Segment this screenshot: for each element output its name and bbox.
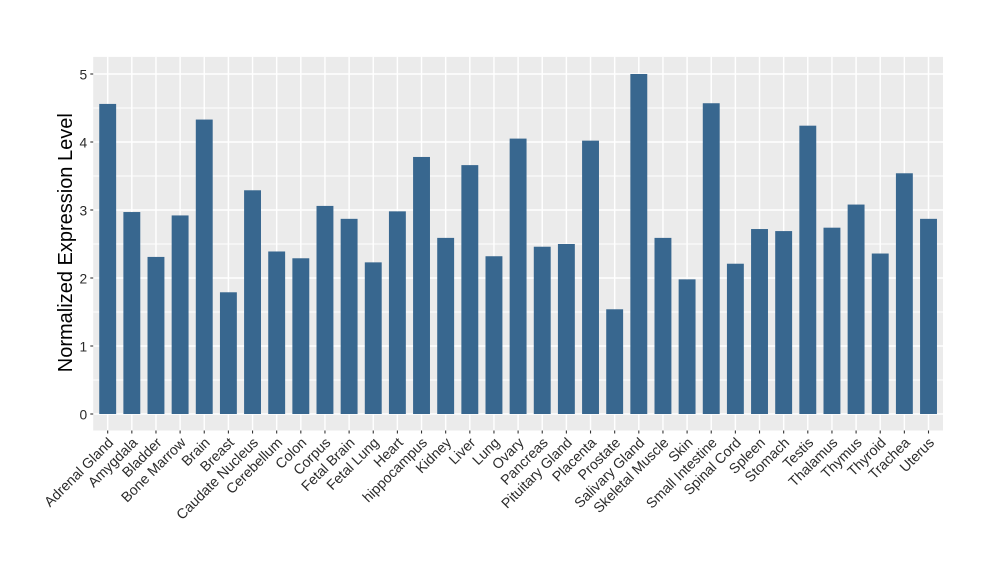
svg-text:3: 3 bbox=[80, 204, 88, 219]
svg-text:4: 4 bbox=[80, 136, 88, 151]
svg-text:5: 5 bbox=[80, 68, 88, 83]
svg-text:Normalized Expression Level: Normalized Expression Level bbox=[55, 113, 77, 372]
svg-text:1: 1 bbox=[80, 340, 88, 355]
svg-text:0: 0 bbox=[80, 408, 88, 423]
svg-text:2: 2 bbox=[80, 272, 88, 287]
